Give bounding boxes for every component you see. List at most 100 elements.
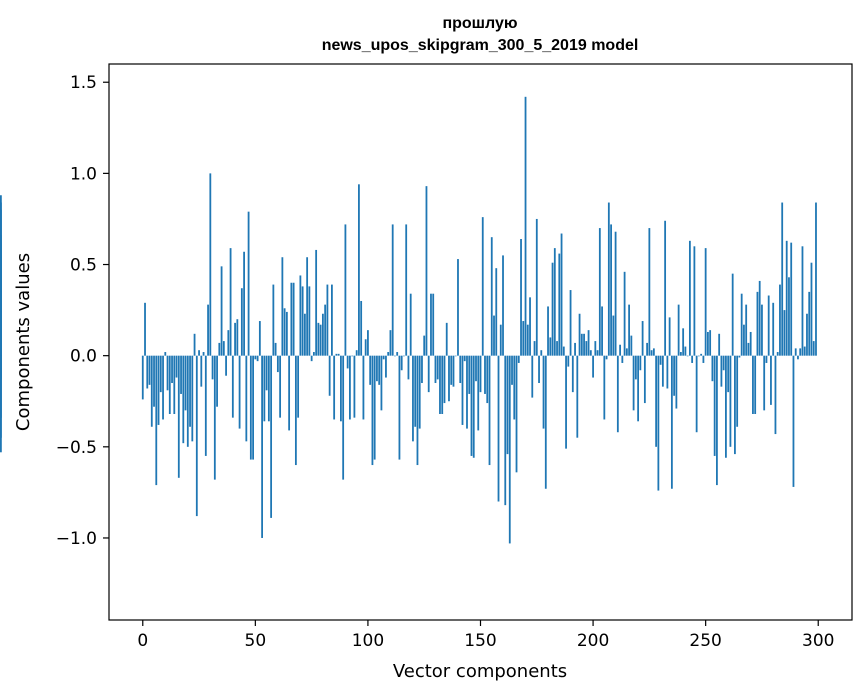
x-tick-label: 250 — [689, 631, 721, 651]
bar-220 — [637, 355, 640, 422]
bar-261 — [729, 355, 732, 447]
bar-143 — [463, 355, 466, 362]
bar-298 — [812, 341, 815, 356]
bar-46 — [245, 355, 248, 442]
bar-52 — [258, 321, 261, 356]
y-tick-label: 0.0 — [70, 347, 97, 367]
bar-45 — [243, 251, 245, 356]
bar-170 — [524, 96, 527, 356]
bar-231 — [661, 355, 664, 387]
bar-48 — [249, 355, 252, 460]
bar-194 — [578, 313, 581, 356]
bar-289 — [792, 355, 795, 487]
bar-279 — [770, 355, 772, 405]
bar-256 — [718, 333, 721, 356]
bar-111 — [391, 224, 394, 356]
bar-68 — [294, 355, 297, 466]
bar-202 — [596, 350, 599, 356]
bar-7 — [157, 355, 160, 425]
bar-59 — [274, 342, 277, 356]
bar-140 — [457, 259, 459, 356]
bar-114 — [398, 355, 401, 460]
bar-38 — [227, 330, 230, 356]
bar-285 — [783, 310, 786, 356]
chart-title-line-2: news_upos_skipgram_300_5_2019 model — [322, 37, 639, 54]
bar-74 — [308, 286, 311, 356]
bar-238 — [677, 304, 680, 356]
bar-230 — [659, 355, 662, 365]
bar-284 — [781, 202, 784, 356]
bar-53 — [261, 355, 263, 538]
bar-244 — [691, 355, 694, 363]
bar-198 — [587, 330, 590, 356]
bar-251 — [707, 331, 709, 356]
bar-0 — [141, 355, 144, 400]
bar-233 — [666, 355, 669, 389]
bar-265 — [738, 355, 741, 358]
bar-78 — [317, 322, 320, 356]
bar-130 — [434, 355, 437, 384]
bar-161 — [504, 355, 507, 506]
x-tick-label: 50 — [245, 631, 267, 651]
bar-15 — [175, 355, 178, 378]
bar-240 — [682, 328, 685, 356]
bar-129 — [432, 293, 435, 356]
bar-71 — [301, 286, 304, 356]
bar-108 — [385, 355, 387, 378]
bars-group — [0, 96, 817, 544]
bar-201 — [594, 341, 597, 356]
bar-205 — [603, 355, 606, 420]
bar-247 — [698, 355, 700, 357]
bar-190 — [569, 290, 572, 356]
bar-113 — [396, 352, 399, 356]
bar-214 — [623, 271, 626, 356]
bar-28 — [204, 355, 207, 456]
bar-101 — [369, 355, 372, 385]
chart-title-line-1: прошлую — [442, 15, 517, 32]
bar-35 — [220, 266, 223, 356]
bar-137 — [450, 355, 453, 385]
bar-22 — [191, 355, 194, 442]
bar-266 — [740, 293, 743, 356]
bar-139 — [454, 355, 457, 357]
bar-152 — [484, 355, 486, 394]
bar-31 — [211, 355, 214, 380]
bar-224 — [646, 342, 649, 356]
bar-102 — [371, 355, 374, 466]
bar-124 — [421, 355, 423, 384]
bar-10 — [164, 352, 167, 356]
bar-292 — [799, 348, 802, 356]
bar-156 — [493, 315, 495, 356]
bar-106 — [380, 355, 383, 411]
y-tick-label: −1.0 — [56, 529, 97, 549]
bar-37 — [225, 355, 227, 376]
bar-4 — [150, 355, 153, 427]
bar-287 — [788, 277, 790, 356]
bar-185 — [558, 253, 561, 356]
bar-105 — [378, 355, 381, 385]
bar-271 — [752, 355, 754, 414]
bar-30 — [209, 173, 212, 356]
bar-62 — [281, 257, 284, 356]
bar-92 — [349, 355, 351, 420]
bar-70 — [299, 275, 302, 356]
bar-118 — [407, 355, 410, 380]
bar-203 — [598, 228, 601, 356]
bar-167 — [517, 355, 520, 363]
bar-235 — [670, 355, 673, 489]
bar-54 — [263, 355, 266, 422]
bar-211 — [616, 355, 619, 433]
x-tick-label: 100 — [352, 631, 384, 651]
x-tick-label: 0 — [137, 631, 148, 651]
bar-169 — [522, 321, 525, 356]
bar-260 — [727, 355, 730, 393]
bar-241 — [684, 346, 687, 356]
bar-undefined — [0, 355, 2, 369]
bar-225 — [648, 228, 651, 356]
bar-160 — [502, 255, 504, 356]
bar-51 — [256, 355, 259, 362]
bar-128 — [430, 293, 432, 356]
bar-133 — [441, 355, 444, 414]
bar-158 — [497, 355, 500, 502]
